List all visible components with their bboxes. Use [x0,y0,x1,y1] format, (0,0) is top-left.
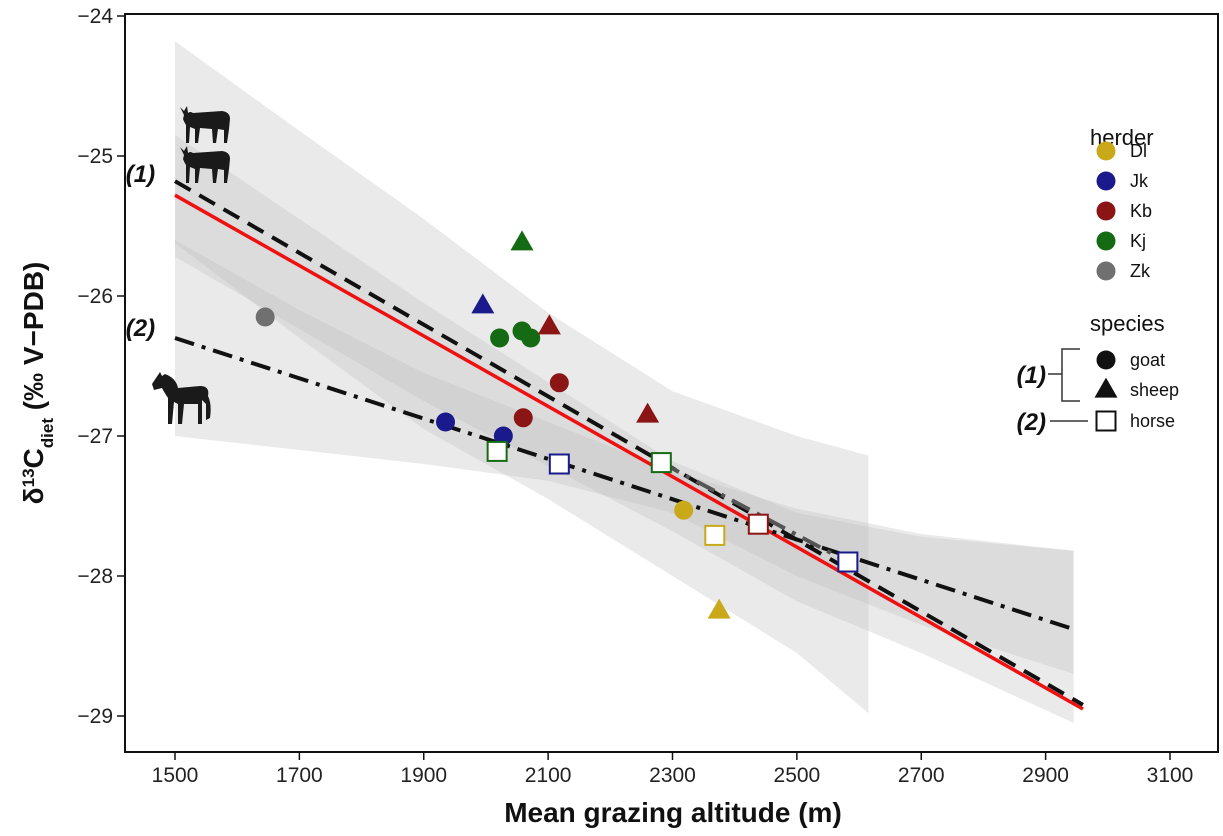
legend-herder-swatch [1096,261,1116,281]
legend-group-1-label: (1) [1017,362,1046,389]
legend-herder-label: Kj [1130,231,1146,251]
point-goat-Dl [674,500,694,520]
legend-herder-swatch [1096,141,1116,161]
x-tick-label: 2300 [649,764,696,787]
legend-species-label: goat [1130,350,1165,370]
fit-1-line [174,179,1084,707]
point-sheep-Kb [537,314,561,335]
x-tick-label: 2900 [1022,764,1069,787]
legend-herder-swatch [1096,171,1116,191]
x-tick-label: 2700 [898,764,945,787]
y-tick-label: −29 [77,705,113,728]
point-sheep-Kj [510,230,534,251]
x-tick-label: 1900 [400,764,447,787]
plot-frame [124,13,1219,753]
red-fit-line [174,193,1084,711]
point-sheep-Kb [636,402,660,423]
legend-species-label: sheep [1130,380,1179,400]
point-horse-Jk [548,453,570,475]
point-sheep-Dl [707,598,731,619]
y-tick-label: −25 [77,145,113,168]
x-axis-title: Mean grazing altitude (m) [504,797,842,828]
band-1 [175,41,869,714]
point-goat-Jk [436,412,456,432]
group-label: (2) [126,315,155,342]
x-tick-label: 1700 [276,764,323,787]
legend-herder-label: Jk [1130,171,1149,191]
point-goat-Kj [490,328,510,348]
regression-lines [174,179,1084,711]
legend-species-swatch [1095,410,1117,432]
y-tick-label: −24 [77,5,113,28]
legend-group-1-bracket [1048,348,1080,402]
legend-species-swatch [1094,377,1118,398]
legend-species-title: species [1090,311,1165,336]
horse-icon [152,372,211,424]
legend-herder-swatch [1096,231,1116,251]
x-tick-label: 2100 [525,764,572,787]
fit-2-seg-line [660,460,849,564]
x-tick-label: 3100 [1147,764,1194,787]
group-label: (1) [126,161,155,188]
point-horse-Dl [704,524,726,546]
y-axis-ticks: −24 −25 −26 −27 −28 −29 [77,5,125,728]
legend-group-2-label: (2) [1017,409,1046,436]
legend-herder-label: Kb [1130,201,1152,221]
point-horse-Kj [486,440,508,462]
point-horse-Jk [837,551,859,573]
legend-species-swatch [1096,350,1116,370]
point-horse-Kj [650,452,672,474]
point-sheep-Jk [471,293,495,314]
point-goat-Kb [549,373,569,393]
point-horse-Kb [747,513,769,535]
legend-herder-label: Dl [1130,141,1147,161]
y-axis-title: δ13Cdiet (‰ V−PDB) [18,262,57,505]
legend-herder-items: Dl Jk Kb Kj Zk [1096,141,1152,281]
x-axis-ticks: 1500 1700 1900 2100 2300 2500 2700 2900 3100 [152,752,1194,787]
goat-icon [180,146,230,183]
y-tick-label: −26 [77,285,113,308]
legend-herder-swatch [1096,201,1116,221]
goat-icon [180,106,230,143]
legend-species-label: horse [1130,411,1175,431]
point-goat-Zk [255,307,275,327]
point-goat-Kj [521,328,541,348]
x-tick-label: 1500 [152,764,199,787]
y-tick-label: −27 [77,425,113,448]
point-goat-Jk [493,426,513,446]
legend-herder-label: Zk [1130,261,1151,281]
y-tick-label: −28 [77,565,113,588]
group-labels: (1) (2) [126,161,155,342]
x-tick-label: 2500 [774,764,821,787]
legend-species-items: goat sheep horse [1094,350,1179,432]
point-goat-Kb [513,408,533,428]
data-points [255,230,859,619]
